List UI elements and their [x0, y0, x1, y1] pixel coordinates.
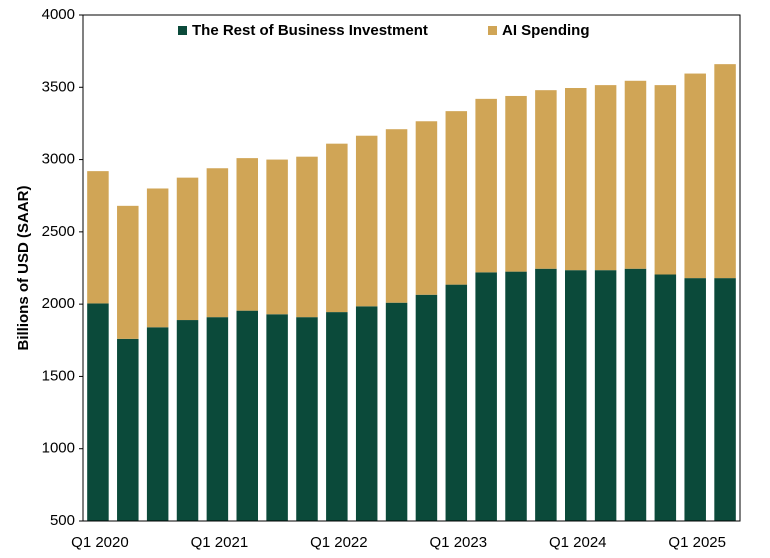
- legend-swatch: [178, 26, 187, 35]
- legend-label: The Rest of Business Investment: [192, 22, 428, 39]
- bar-segment: [176, 177, 199, 321]
- bar-segment: [475, 272, 497, 521]
- x-tick-label: Q1 2020: [71, 534, 129, 551]
- x-tick-label: Q1 2025: [668, 534, 726, 551]
- bar-segment: [415, 121, 438, 295]
- bar-segment: [505, 95, 527, 272]
- bar-segment: [714, 64, 736, 279]
- bar-segment: [296, 317, 318, 521]
- bar-segment: [385, 302, 408, 521]
- bar-segment: [415, 294, 438, 521]
- bar-segment: [206, 317, 229, 521]
- x-tick-label: Q1 2022: [310, 534, 368, 551]
- bar-segment: [624, 268, 647, 521]
- y-tick-label: 2000: [42, 295, 75, 312]
- bar-segment: [594, 270, 617, 521]
- y-axis-title: Billions of USD (SAAR): [15, 186, 32, 351]
- bar-segment: [594, 85, 617, 271]
- y-tick-label: 1500: [42, 367, 75, 384]
- bar-segment: [355, 135, 378, 307]
- bar-segment: [146, 188, 169, 328]
- x-tick-label: Q1 2023: [430, 534, 488, 551]
- y-tick-label: 3500: [42, 78, 75, 95]
- bar-segment: [206, 168, 229, 318]
- bar-segment: [87, 303, 109, 521]
- bar-segment: [445, 111, 468, 285]
- bar-segment: [535, 90, 557, 269]
- bar-segment: [564, 270, 587, 521]
- bar-segment: [87, 171, 109, 304]
- bar-segment: [385, 129, 408, 303]
- bar-segment: [326, 143, 348, 313]
- bar-segment: [355, 306, 378, 521]
- bar-segment: [505, 271, 527, 521]
- y-tick-label: 3000: [42, 151, 75, 168]
- bar-segment: [654, 274, 677, 521]
- y-tick-label: 4000: [42, 6, 75, 23]
- y-tick-label: 500: [50, 512, 75, 529]
- bar-segment: [714, 278, 736, 521]
- plot-frame: [82, 14, 741, 522]
- y-tick-label: 1000: [42, 440, 75, 457]
- bar-segment: [146, 327, 169, 521]
- legend-label: AI Spending: [502, 22, 590, 39]
- bar-segment: [624, 80, 647, 269]
- x-tick-label: Q1 2021: [191, 534, 249, 551]
- bar-segment: [535, 268, 557, 521]
- bar-segment: [326, 312, 348, 521]
- bar-segment: [684, 73, 706, 279]
- bar-segment: [445, 284, 468, 521]
- bar-segment: [684, 278, 706, 521]
- y-tick-label: 2500: [42, 223, 75, 240]
- bar-segment: [117, 338, 139, 521]
- bar-segment: [266, 159, 288, 315]
- bar-segment: [564, 88, 587, 271]
- bar-segment: [117, 205, 139, 339]
- bar-segment: [475, 98, 497, 273]
- bar-segment: [176, 320, 199, 521]
- bar-segment: [236, 158, 259, 311]
- x-tick-label: Q1 2024: [549, 534, 607, 551]
- legend-swatch: [488, 26, 497, 35]
- bar-segment: [654, 85, 677, 275]
- bar-segment: [266, 314, 288, 521]
- bar-segment: [236, 310, 259, 521]
- bar-segment: [296, 156, 318, 318]
